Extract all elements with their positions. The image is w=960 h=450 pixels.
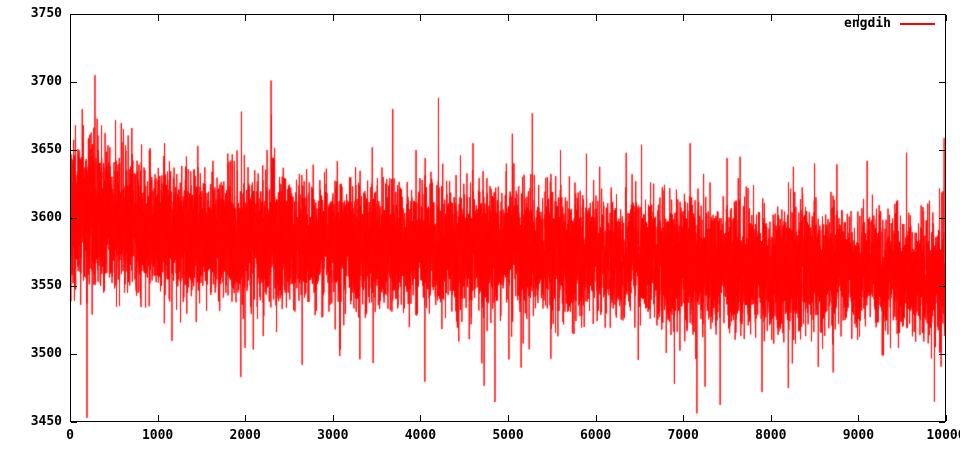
x-tick-mirror: [157, 15, 159, 21]
y-tick-mirror: [939, 218, 945, 219]
x-tick: [70, 415, 71, 421]
x-tick: [595, 415, 597, 421]
y-tick: [71, 286, 77, 287]
y-tick-mirror: [939, 286, 945, 287]
y-tick-label: 3650: [30, 142, 62, 157]
y-tick: [71, 150, 77, 151]
x-tick-label: 4000: [404, 428, 437, 443]
x-tick: [508, 415, 509, 421]
y-tick-mirror: [939, 150, 945, 151]
x-tick: [245, 415, 247, 421]
x-tick-mirror: [683, 15, 685, 21]
y-tick-mirror: [939, 422, 945, 423]
x-tick-mirror: [508, 15, 509, 21]
legend-line-sample: [900, 22, 935, 25]
y-tick-label: 3700: [30, 74, 62, 89]
y-tick: [71, 422, 77, 423]
x-tick: [946, 415, 947, 421]
y-tick-mirror: [939, 354, 945, 355]
x-tick-mirror: [595, 15, 597, 21]
x-tick-label: 2000: [229, 428, 261, 443]
legend: engdih: [844, 16, 935, 31]
y-tick-label: 3550: [30, 278, 62, 293]
y-tick-mirror: [939, 14, 945, 15]
x-tick-label: 7000: [667, 428, 699, 443]
x-tick: [420, 415, 422, 421]
x-tick: [858, 415, 860, 421]
y-tick: [71, 82, 77, 83]
legend-label: engdih: [844, 16, 891, 31]
y-tick-label: 3750: [30, 6, 62, 21]
x-tick-label: 6000: [579, 428, 612, 443]
series-plot-canvas: [70, 14, 946, 422]
y-tick: [71, 354, 77, 355]
y-tick: [71, 218, 77, 219]
x-tick-mirror: [858, 15, 860, 21]
x-tick-label: 5000: [492, 428, 524, 443]
x-tick-mirror: [70, 15, 71, 21]
x-tick-label: 10000: [926, 428, 960, 443]
x-tick: [332, 415, 334, 421]
x-tick: [683, 415, 685, 421]
x-tick: [157, 415, 159, 421]
x-tick-label: 1000: [141, 428, 174, 443]
y-tick-label: 3500: [30, 346, 62, 361]
x-tick: [770, 415, 772, 421]
x-tick-mirror: [245, 15, 247, 21]
y-tick-label: 3600: [30, 210, 62, 225]
x-tick-mirror: [420, 15, 422, 21]
x-tick-mirror: [332, 15, 334, 21]
y-tick: [71, 14, 77, 15]
x-tick-mirror: [770, 15, 772, 21]
y-tick-label: 3450: [30, 414, 62, 429]
x-tick-label: 9000: [842, 428, 875, 443]
x-tick-label: 3000: [317, 428, 349, 443]
x-tick-label: 0: [66, 428, 74, 443]
x-tick-mirror: [946, 15, 947, 21]
x-tick-label: 8000: [755, 428, 787, 443]
y-tick-mirror: [939, 82, 945, 83]
